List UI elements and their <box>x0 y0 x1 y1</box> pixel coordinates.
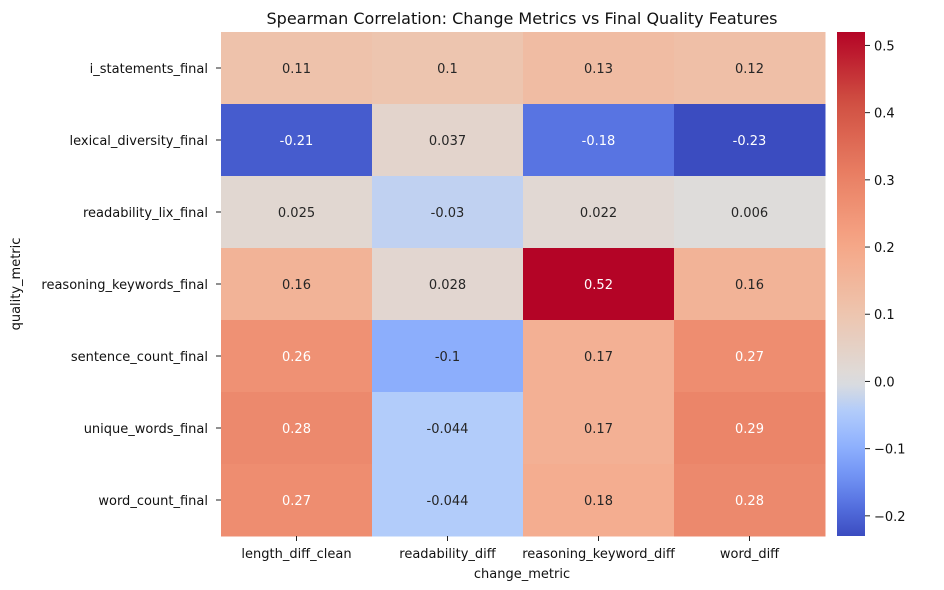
chart-title: Spearman Correlation: Change Metrics vs … <box>267 9 778 28</box>
y-tick-label: i_statements_final <box>90 62 208 77</box>
cell-value-label: 0.28 <box>735 494 764 509</box>
x-axis-ticks: length_diff_clean readability_diff reasoni… <box>241 536 780 562</box>
heatmap-cell <box>523 392 675 465</box>
colorbar-tick-label: 0.3 <box>874 174 895 189</box>
cell-value-label: -0.044 <box>427 422 469 437</box>
heatmap-cell <box>674 248 826 321</box>
cell-value-label: 0.022 <box>580 206 617 221</box>
heatmap-cell <box>674 392 826 465</box>
colorbar-tick-label: −0.2 <box>874 510 906 525</box>
cell-value-label: -0.21 <box>280 134 314 149</box>
x-tick-label: readability_diff <box>399 547 496 562</box>
cell-value-label: 0.18 <box>584 494 613 509</box>
heatmap-cell <box>523 248 675 321</box>
colorbar-ticks: −0.2 −0.1 0.0 0.1 0.2 0.3 0.4 0.5 <box>865 39 906 525</box>
cell-value-label: 0.16 <box>735 278 764 293</box>
heatmap-cell <box>674 104 826 177</box>
cell-value-label: 0.17 <box>584 350 613 365</box>
heatmap-cell <box>372 320 524 393</box>
cell-value-label: 0.12 <box>735 62 764 77</box>
heatmap-cell <box>221 248 373 321</box>
heatmap-cell <box>372 464 524 537</box>
heatmap-cell <box>221 464 373 537</box>
y-tick-label: readability_lix_final <box>83 206 208 221</box>
colorbar-tick-label: 0.0 <box>874 375 895 390</box>
heatmap-cell <box>372 104 524 177</box>
heatmap-cell <box>523 176 675 249</box>
colorbar-tick-label: 0.5 <box>874 39 895 54</box>
x-tick-label: reasoning_keyword_diff <box>522 547 676 562</box>
cell-value-label: 0.17 <box>584 422 613 437</box>
cell-value-label: 0.1 <box>437 62 458 77</box>
y-tick-label: sentence_count_final <box>71 350 208 365</box>
heatmap-cell <box>674 32 826 105</box>
colorbar-tick-label: 0.1 <box>874 308 895 323</box>
y-axis-label: quality_metric <box>9 238 24 331</box>
cell-value-label: 0.13 <box>584 62 613 77</box>
heatmap-cell <box>523 320 675 393</box>
cell-value-label: -0.23 <box>733 134 767 149</box>
cell-value-label: 0.28 <box>282 422 311 437</box>
heatmap-cell <box>372 392 524 465</box>
cell-value-label: 0.52 <box>584 278 613 293</box>
heatmap-cell <box>523 464 675 537</box>
cell-value-labels: 0.11 0.1 0.13 0.12 -0.21 0.037 -0.18 -0.23 0.025… <box>278 62 768 509</box>
cell-value-label: -0.1 <box>435 350 460 365</box>
y-axis-ticks: i_statements_final lexical_diversity_fina… <box>41 62 221 509</box>
heatmap-cell <box>674 464 826 537</box>
heatmap-cell <box>674 320 826 393</box>
cell-value-label: 0.16 <box>282 278 311 293</box>
y-tick-label: word_count_final <box>98 494 208 509</box>
cell-value-label: -0.18 <box>582 134 616 149</box>
x-axis-label: change_metric <box>474 567 570 582</box>
heatmap-cell <box>523 32 675 105</box>
cell-value-label: 0.27 <box>282 494 311 509</box>
heatmap-cell <box>221 320 373 393</box>
heatmap-cell <box>372 248 524 321</box>
y-tick-label: lexical_diversity_final <box>70 134 209 149</box>
cell-value-label: -0.044 <box>427 494 469 509</box>
cell-value-label: 0.025 <box>278 206 315 221</box>
cell-value-label: 0.26 <box>282 350 311 365</box>
cell-value-label: 0.11 <box>282 62 311 77</box>
colorbar: −0.2 −0.1 0.0 0.1 0.2 0.3 0.4 0.5 <box>837 32 906 536</box>
heatmap-cell <box>523 104 675 177</box>
cell-value-label: 0.028 <box>429 278 466 293</box>
cell-value-label: 0.29 <box>735 422 764 437</box>
colorbar-gradient <box>837 32 865 536</box>
heatmap-cell <box>221 104 373 177</box>
x-tick-label: length_diff_clean <box>241 547 351 562</box>
heatmap-cell <box>372 176 524 249</box>
heatmap-cells <box>221 32 826 537</box>
y-tick-label: reasoning_keywords_final <box>41 278 208 293</box>
colorbar-tick-label: 0.2 <box>874 241 895 256</box>
heatmap-cell <box>221 32 373 105</box>
heatmap-cell <box>372 32 524 105</box>
cell-value-label: 0.037 <box>429 134 466 149</box>
heatmap-cell <box>674 176 826 249</box>
colorbar-tick-label: −0.1 <box>874 443 906 458</box>
y-tick-label: unique_words_final <box>84 422 208 437</box>
heatmap-cell <box>221 392 373 465</box>
x-tick-label: word_diff <box>720 547 780 562</box>
colorbar-tick-label: 0.4 <box>874 107 895 122</box>
cell-value-label: 0.006 <box>731 206 768 221</box>
cell-value-label: -0.03 <box>431 206 465 221</box>
heatmap-cell <box>221 176 373 249</box>
cell-value-label: 0.27 <box>735 350 764 365</box>
